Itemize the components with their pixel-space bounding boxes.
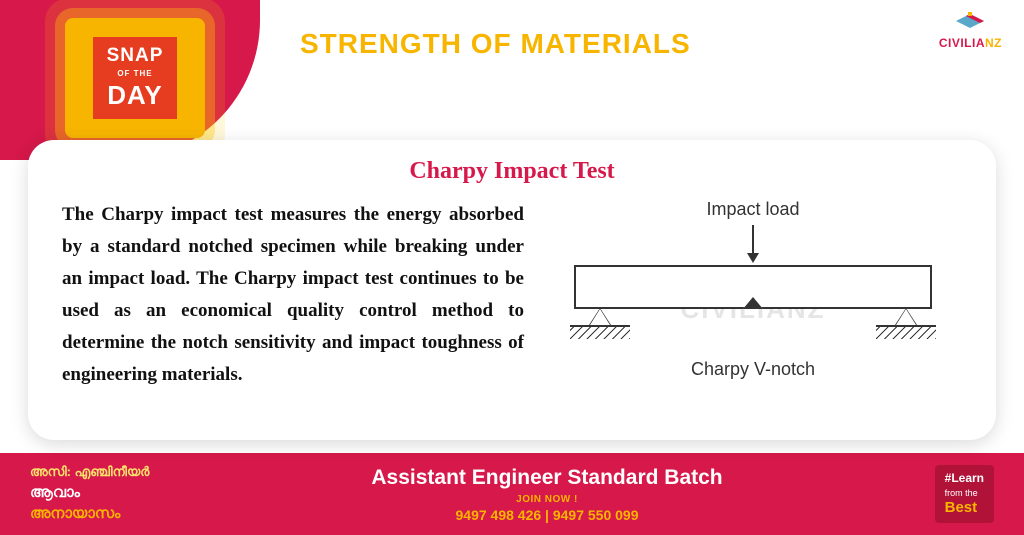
learn-line3: Best — [945, 499, 978, 516]
footer-batch-title: Assistant Engineer Standard Batch — [230, 466, 864, 490]
card-body: The Charpy impact test measures the ener… — [62, 199, 962, 409]
ground-hatch-icon — [876, 325, 936, 327]
logo-text-part1: CIVILIA — [939, 36, 985, 50]
logo-icon — [954, 12, 986, 34]
brand-logo: CIVILIANZ — [939, 12, 1002, 50]
footer-left-line3: അനായാസം — [30, 504, 230, 524]
support-triangle-icon — [590, 309, 610, 325]
snap-of-the-day-badge: SNAP OF THE DAY — [65, 18, 205, 138]
footer-right: Learn from the Best — [864, 465, 994, 524]
footer-left-line1: അസി: എഞ്ചിനീയർ — [30, 464, 230, 481]
logo-text-part2: NZ — [985, 36, 1002, 50]
page-title: STRENGTH OF MATERIALS — [300, 28, 691, 60]
footer: അസി: എഞ്ചിനീയർ ആവാം അനായാസം Assistant En… — [0, 453, 1024, 535]
learn-badge: Learn from the Best — [935, 465, 994, 524]
footer-join-label: JOIN NOW ! — [230, 494, 864, 505]
snap-line1: SNAP — [107, 45, 164, 67]
charpy-diagram: Impact load CIVILIANZ Charpy V-notch — [544, 199, 962, 409]
impact-arrow-icon — [745, 225, 761, 263]
diagram-bottom-label: Charpy V-notch — [691, 359, 815, 380]
snap-line3: DAY — [107, 80, 164, 111]
snap-line2: OF THE — [107, 69, 164, 78]
v-notch — [743, 297, 763, 309]
diagram-top-label: Impact load — [706, 199, 799, 220]
content-card: Charpy Impact Test The Charpy impact tes… — [28, 140, 996, 440]
support-triangle-icon — [896, 309, 916, 325]
logo-text: CIVILIANZ — [939, 36, 1002, 50]
ground-hatch-icon — [570, 325, 630, 327]
footer-left: അസി: എഞ്ചിനീയർ ആവാം അനായാസം — [30, 464, 230, 524]
learn-line2: from the — [945, 488, 978, 498]
footer-phones: 9497 498 426 | 9497 550 099 — [230, 507, 864, 523]
learn-line1: Learn — [945, 471, 984, 485]
card-text: The Charpy impact test measures the ener… — [62, 199, 524, 390]
diagram-beam — [574, 265, 932, 309]
snap-badge-inner: SNAP OF THE DAY — [93, 37, 178, 119]
card-title: Charpy Impact Test — [62, 158, 962, 185]
right-support — [876, 309, 936, 327]
footer-center: Assistant Engineer Standard Batch JOIN N… — [230, 466, 864, 523]
footer-left-line2: ആവാം — [30, 483, 230, 503]
left-support — [570, 309, 630, 327]
